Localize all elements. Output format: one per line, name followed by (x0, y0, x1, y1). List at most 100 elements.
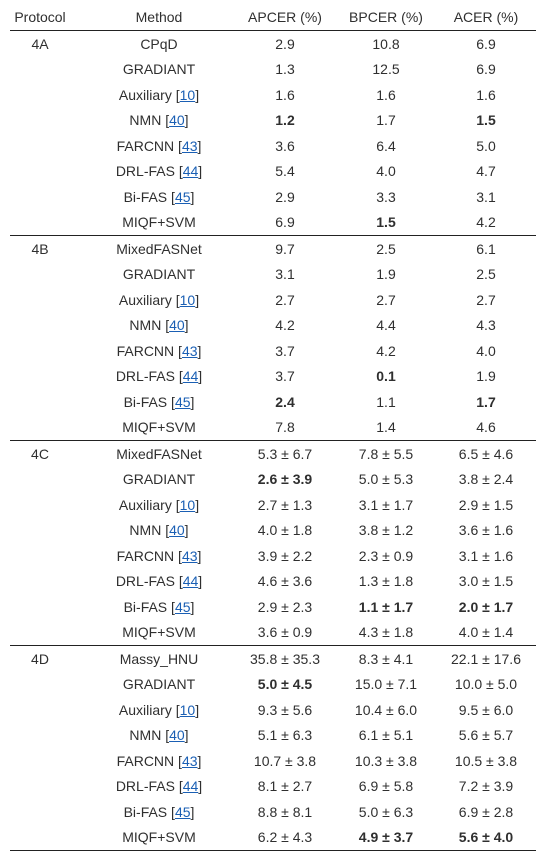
method-cell: FARCNN [43] (116, 342, 202, 359)
protocol-cell (10, 364, 84, 390)
table-row: GRADIANT 3.1 1.9 2.5 (10, 262, 536, 288)
protocol-cell: 4D (10, 645, 84, 672)
bpcer-cell: 4.9 ± 3.7 (336, 824, 436, 851)
table-row: Auxiliary [10] 1.6 1.6 1.6 (10, 82, 536, 108)
apcer-cell: 4.0 ± 1.8 (257, 522, 313, 539)
acer-cell: 1.9 (476, 368, 496, 385)
header-protocol: Protocol (10, 4, 84, 31)
citation-link[interactable]: 43 (181, 137, 198, 154)
citation-link[interactable]: 43 (181, 342, 198, 359)
bpcer-cell: 4.3 ± 1.8 (358, 624, 414, 641)
method-cell: NMN [40] (129, 112, 189, 129)
header-row: Protocol Method APCER (%) BPCER (%) ACER… (10, 4, 536, 31)
protocol-cell: 4A (10, 30, 84, 57)
acer-cell: 3.8 ± 2.4 (458, 471, 514, 488)
bpcer-cell: 1.9 (376, 266, 396, 283)
method-cell: MIQF+SVM (84, 620, 234, 646)
citation-link[interactable]: 10 (179, 86, 196, 103)
protocol-cell (10, 108, 84, 134)
apcer-cell: 2.9 (275, 188, 295, 205)
method-name: Auxiliary (118, 86, 172, 103)
acer-cell: 4.0 ± 1.4 (458, 624, 514, 641)
protocol-cell (10, 389, 84, 415)
citation-link[interactable]: 43 (181, 752, 198, 769)
table-row: GRADIANT 5.0 ± 4.5 15.0 ± 7.1 10.0 ± 5.0 (10, 672, 536, 698)
table-row: GRADIANT 2.6 ± 3.9 5.0 ± 5.3 3.8 ± 2.4 (10, 467, 536, 493)
table-row: Bi-FAS [45] 2.9 ± 2.3 1.1 ± 1.7 2.0 ± 1.7 (10, 594, 536, 620)
bpcer-cell: 3.1 ± 1.7 (358, 496, 414, 513)
protocol-cell (10, 467, 84, 493)
citation-link[interactable]: 45 (174, 393, 191, 410)
method-cell: Bi-FAS [45] (123, 598, 195, 615)
protocol-cell (10, 262, 84, 288)
method-name: Bi-FAS (123, 598, 168, 615)
protocol-cell (10, 492, 84, 518)
citation-link[interactable]: 10 (179, 701, 196, 718)
citation-link[interactable]: 10 (179, 496, 196, 513)
citation-link[interactable]: 45 (174, 188, 191, 205)
bpcer-cell: 10.8 (336, 30, 436, 57)
protocol-cell (10, 748, 84, 774)
acer-cell: 4.3 (476, 317, 496, 334)
table-row: Auxiliary [10] 2.7 ± 1.3 3.1 ± 1.7 2.9 ± 1.… (10, 492, 536, 518)
acer-cell: 3.6 ± 1.6 (458, 522, 514, 539)
table-row: DRL-FAS [44] 4.6 ± 3.6 1.3 ± 1.8 3.0 ± 1.5 (10, 569, 536, 595)
apcer-cell: 5.1 ± 6.3 (257, 727, 313, 744)
apcer-cell: 1.2 (275, 112, 295, 129)
table-row: Bi-FAS [45] 8.8 ± 8.1 5.0 ± 6.3 6.9 ± 2.8 (10, 799, 536, 825)
citation-link[interactable]: 40 (169, 522, 185, 539)
acer-cell: 1.5 (476, 112, 496, 129)
acer-cell: 2.7 (476, 291, 496, 308)
protocol-cell (10, 82, 84, 108)
protocol-cell (10, 184, 84, 210)
bpcer-cell: 3.3 (376, 188, 396, 205)
table-row: FARCNN [43] 3.9 ± 2.2 2.3 ± 0.9 3.1 ± 1.6 (10, 543, 536, 569)
method-name: MIQF+SVM (122, 624, 196, 641)
bpcer-cell: 1.5 (376, 214, 396, 231)
method-cell: CPqD (84, 30, 234, 57)
protocol-cell (10, 594, 84, 620)
citation-link[interactable]: 40 (169, 112, 185, 129)
bpcer-cell: 6.1 ± 5.1 (358, 727, 414, 744)
bpcer-cell: 10.3 ± 3.8 (354, 752, 418, 769)
protocol-cell (10, 57, 84, 83)
citation-link[interactable]: 44 (182, 573, 199, 590)
method-name: NMN (129, 522, 162, 539)
apcer-cell: 2.4 (275, 393, 295, 410)
acer-cell: 5.6 ± 4.0 (436, 824, 536, 851)
citation-link[interactable]: 44 (182, 368, 199, 385)
method-cell: Bi-FAS [45] (123, 393, 195, 410)
apcer-cell: 3.7 (275, 342, 295, 359)
apcer-cell: 3.1 (275, 266, 295, 283)
acer-cell: 1.7 (476, 393, 496, 410)
citation-link[interactable]: 44 (182, 778, 199, 795)
citation-link[interactable]: 44 (182, 163, 199, 180)
citation-link[interactable]: 10 (179, 291, 196, 308)
method-name: Massy_HNU (119, 650, 199, 667)
table-row: MIQF+SVM 7.8 1.4 4.6 (10, 415, 536, 441)
method-cell: NMN [40] (129, 727, 189, 744)
apcer-cell: 3.6 (275, 137, 295, 154)
method-name: GRADIANT (122, 61, 196, 78)
acer-cell: 4.0 (476, 342, 496, 359)
method-cell: Auxiliary [10] (118, 86, 200, 103)
citation-link[interactable]: 40 (169, 727, 185, 744)
citation-link[interactable]: 45 (174, 803, 191, 820)
bpcer-cell: 10.4 ± 6.0 (354, 701, 418, 718)
bpcer-cell: 1.6 (376, 86, 396, 103)
acer-cell: 2.0 ± 1.7 (458, 598, 514, 615)
method-name: NMN (129, 317, 162, 334)
table-row: Auxiliary [10] 9.3 ± 5.6 10.4 ± 6.0 9.5 ± 6… (10, 697, 536, 723)
table-row: DRL-FAS [44] 3.7 0.1 1.9 (10, 364, 536, 390)
bpcer-cell: 12.5 (372, 61, 400, 78)
citation-link[interactable]: 40 (169, 317, 185, 334)
method-name: DRL-FAS (115, 573, 175, 590)
method-name: Bi-FAS (123, 393, 168, 410)
citation-link[interactable]: 43 (181, 547, 198, 564)
method-cell: GRADIANT (84, 467, 234, 493)
protocol-cell (10, 210, 84, 236)
acer-cell: 3.1 ± 1.6 (458, 547, 514, 564)
acer-cell: 4.7 (476, 163, 496, 180)
bpcer-cell: 1.7 (376, 112, 396, 129)
citation-link[interactable]: 45 (174, 598, 191, 615)
